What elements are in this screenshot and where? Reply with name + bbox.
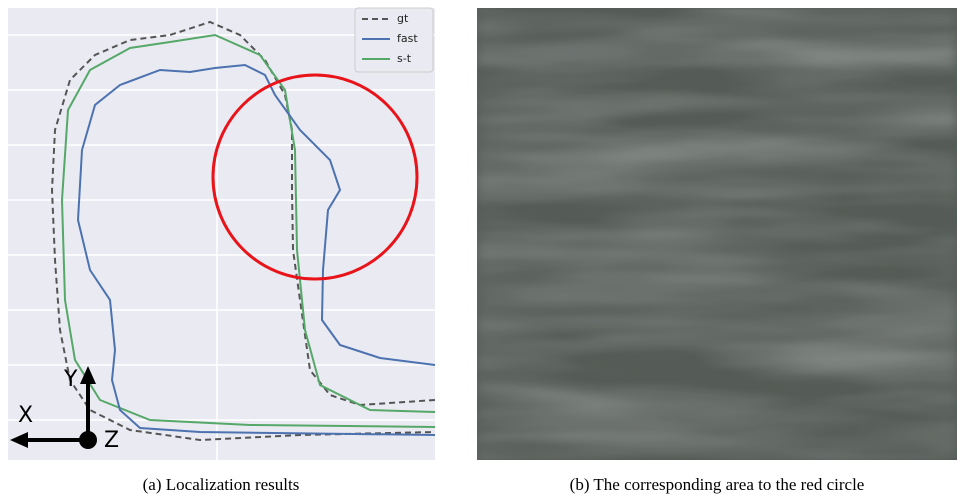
axes-glyph: Y X Z [10, 366, 119, 453]
plot-background [8, 8, 435, 460]
caption: (a) Localization results [143, 475, 300, 494]
s-t-path [60, 33, 436, 428]
legend-label: s-t [397, 52, 412, 65]
camera-image [477, 8, 957, 460]
legend-label: gt [397, 12, 409, 25]
axis-label-x: X [18, 403, 33, 428]
legend: gt fast s-t [354, 7, 434, 73]
axis-label-z: Z [104, 428, 119, 453]
fast-path [76, 63, 436, 436]
axis-label-y: Y [63, 367, 78, 392]
highlight-circle [211, 73, 419, 281]
caption: (b) The corresponding area to the red ci… [570, 475, 865, 494]
trajectory-plot: gt fast s-t Y X Z [8, 7, 436, 460]
legend-label: fast [397, 32, 418, 45]
legend-box [354, 7, 434, 73]
